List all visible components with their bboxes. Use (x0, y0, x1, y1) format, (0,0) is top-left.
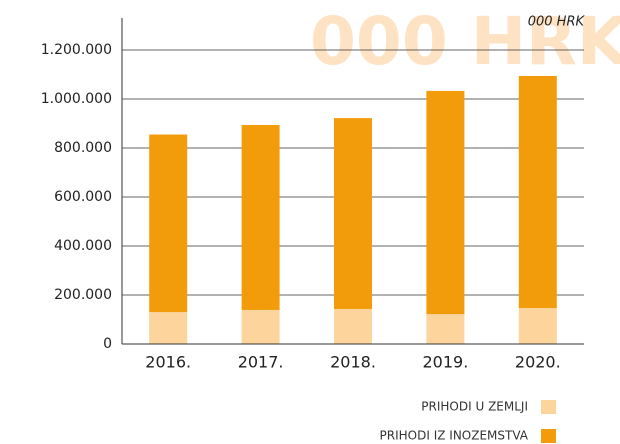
bar-segment (334, 118, 372, 309)
y-tick-label: 600.000 (54, 189, 112, 205)
x-tick-label: 2016. (145, 353, 191, 372)
legend-swatch (541, 400, 556, 414)
bar-segment (149, 312, 188, 344)
watermark: 000 HRK (310, 3, 620, 80)
legend-swatch (541, 429, 556, 443)
x-tick-label: 2017. (238, 353, 284, 372)
bar-segment (149, 134, 188, 313)
y-tick-label: 1.200.000 (41, 42, 112, 58)
legend-label: PRIHODI IZ INOZEMSTVA (380, 429, 529, 443)
bar-segment (241, 309, 280, 344)
bar-segment (334, 308, 372, 344)
unit-label: 000 HRK (528, 15, 586, 30)
x-tick-label: 2020. (515, 353, 561, 372)
x-tick-label: 2018. (330, 353, 376, 372)
bar-segment (518, 307, 557, 344)
y-tick-label: 0 (103, 336, 112, 352)
x-tick-label: 2019. (422, 353, 468, 372)
legend-label: PRIHODI U ZEMLJI (421, 400, 528, 414)
bar-segment (426, 314, 465, 344)
bar-segment (426, 90, 465, 315)
bar-segment (518, 75, 557, 308)
y-tick-label: 1.000.000 (41, 91, 112, 107)
y-tick-label: 800.000 (54, 140, 112, 156)
y-tick-label: 400.000 (54, 238, 112, 254)
bar-segment (241, 124, 280, 310)
y-tick-label: 200.000 (54, 287, 112, 303)
